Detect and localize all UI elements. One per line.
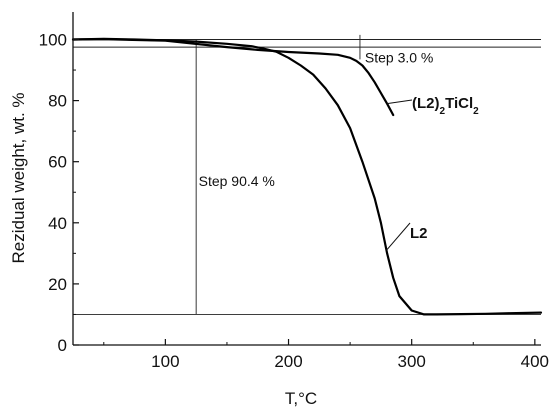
axes: 100 200 300 400 0 20 40 60 80 100 — [39, 12, 549, 371]
leader-line-l2 — [386, 222, 411, 251]
x-tick-label: 300 — [397, 352, 425, 371]
step-annotation: Step 90.4 % — [199, 173, 275, 189]
label-subscript: 2 — [473, 106, 479, 117]
series-label-tiCl2: (L2)2TiCl2 — [412, 95, 479, 117]
series-layer — [71, 37, 543, 316]
y-tick-label: 40 — [48, 214, 67, 233]
label-text: TiCl — [445, 95, 473, 112]
x-axis-title: T,°C — [285, 389, 317, 408]
x-tick-label: 100 — [151, 352, 179, 371]
reference-lines — [73, 34, 541, 315]
x-tick-label: 400 — [521, 352, 549, 371]
series-label-l2: L2 — [410, 225, 428, 242]
y-tick-label: 80 — [48, 92, 67, 111]
y-tick-label: 60 — [48, 153, 67, 172]
series-line-l22ticl2 — [71, 38, 395, 117]
y-tick-label: 0 — [58, 336, 67, 355]
label-subscript: 2 — [440, 106, 446, 117]
y-tick-label: 100 — [39, 30, 67, 49]
step-annotation: Step 3.0 % — [365, 49, 434, 65]
label-text: (L2) — [412, 95, 440, 112]
leader-line-tiCl2 — [386, 99, 413, 105]
x-tick-label: 200 — [274, 352, 302, 371]
y-tick-label: 20 — [48, 275, 67, 294]
y-axis-title: Rezidual weight, wt. % — [9, 92, 28, 263]
series-line-l2 — [71, 37, 543, 316]
